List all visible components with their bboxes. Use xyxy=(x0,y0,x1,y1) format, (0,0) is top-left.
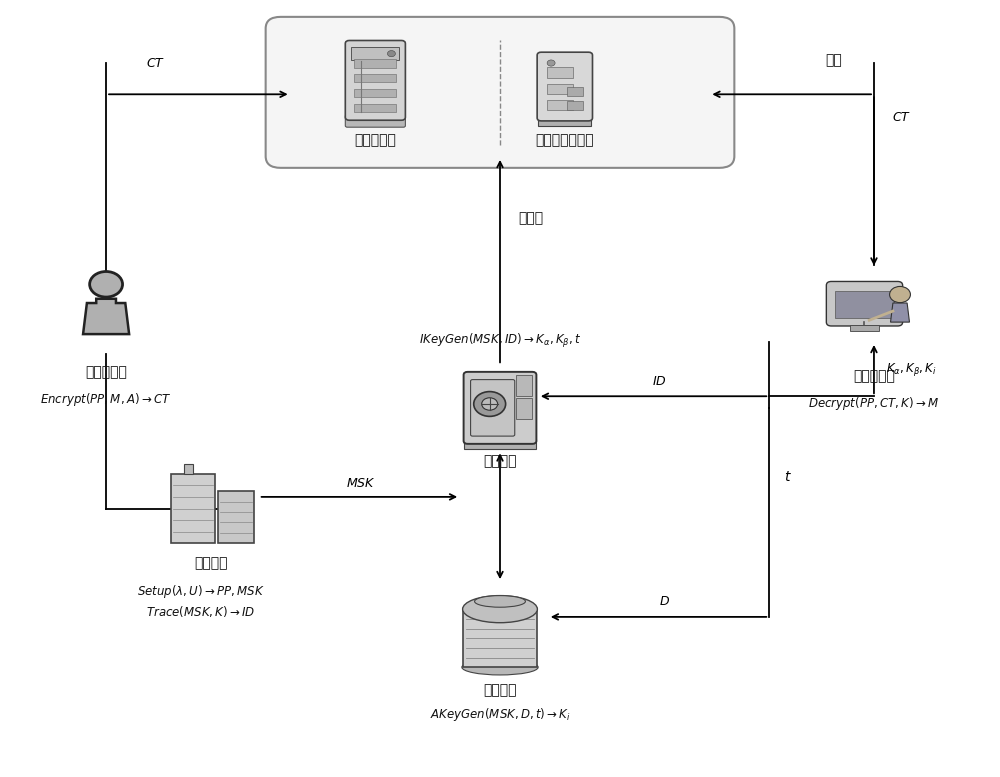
Bar xyxy=(351,47,399,60)
Bar xyxy=(547,99,573,110)
Text: $ID$: $ID$ xyxy=(652,375,667,388)
Bar xyxy=(184,465,193,474)
Text: $MSK$: $MSK$ xyxy=(346,477,375,490)
FancyBboxPatch shape xyxy=(826,281,903,326)
Circle shape xyxy=(387,51,395,57)
Text: 可信机构: 可信机构 xyxy=(194,556,228,570)
Bar xyxy=(547,84,573,94)
Text: $AKeyGen(MSK,D,t)\rightarrow K_i$: $AKeyGen(MSK,D,t)\rightarrow K_i$ xyxy=(430,706,570,723)
Bar xyxy=(567,87,583,96)
Text: $K_{\alpha},K_{\beta},K_i$: $K_{\alpha},K_{\beta},K_i$ xyxy=(886,361,937,378)
Bar xyxy=(354,60,396,68)
Bar xyxy=(516,375,532,396)
Text: $Trace(MSK,K)\rightarrow ID$: $Trace(MSK,K)\rightarrow ID$ xyxy=(146,604,256,618)
FancyBboxPatch shape xyxy=(471,380,515,436)
Text: $Decrypt(PP,CT,K)\rightarrow M$: $Decrypt(PP,CT,K)\rightarrow M$ xyxy=(808,395,940,412)
Circle shape xyxy=(547,60,555,66)
Bar xyxy=(547,68,573,78)
Text: 白名单: 白名单 xyxy=(518,211,543,225)
Polygon shape xyxy=(891,303,909,322)
Text: 身份中心: 身份中心 xyxy=(483,455,517,469)
Bar xyxy=(516,398,532,420)
Bar xyxy=(463,609,537,667)
Text: $Encrypt(PP,M,A)\rightarrow CT$: $Encrypt(PP,M,A)\rightarrow CT$ xyxy=(40,391,172,408)
Text: $Setup(\lambda,U)\rightarrow PP,MSK$: $Setup(\lambda,U)\rightarrow PP,MSK$ xyxy=(137,583,265,600)
Bar xyxy=(835,291,894,318)
Bar xyxy=(354,103,396,112)
Ellipse shape xyxy=(463,596,537,622)
Text: $IKeyGen(MSK,ID)\rightarrow K_{\alpha},K_{\beta},t$: $IKeyGen(MSK,ID)\rightarrow K_{\alpha},K… xyxy=(419,332,581,350)
FancyBboxPatch shape xyxy=(464,372,536,444)
Text: $CT$: $CT$ xyxy=(892,111,911,124)
Bar xyxy=(354,89,396,97)
Circle shape xyxy=(90,271,123,297)
Text: 数据拥有者: 数据拥有者 xyxy=(85,365,127,379)
FancyBboxPatch shape xyxy=(266,17,734,168)
Circle shape xyxy=(890,287,910,302)
Bar xyxy=(218,491,254,543)
Bar xyxy=(538,118,591,126)
Circle shape xyxy=(474,392,506,416)
Text: $CT$: $CT$ xyxy=(146,57,166,70)
Text: 标识: 标识 xyxy=(826,53,842,67)
Text: 数据服务器: 数据服务器 xyxy=(354,133,396,147)
FancyBboxPatch shape xyxy=(345,115,405,127)
Bar xyxy=(567,101,583,110)
Polygon shape xyxy=(83,299,129,334)
Text: 属性中心: 属性中心 xyxy=(483,683,517,697)
FancyBboxPatch shape xyxy=(345,40,405,120)
Bar xyxy=(171,474,215,543)
Ellipse shape xyxy=(475,596,525,607)
Ellipse shape xyxy=(462,660,538,675)
Circle shape xyxy=(482,398,498,410)
Text: $t$: $t$ xyxy=(784,470,792,484)
FancyBboxPatch shape xyxy=(537,52,592,121)
Bar xyxy=(850,325,879,331)
Bar xyxy=(464,439,536,448)
Text: $D$: $D$ xyxy=(659,595,670,608)
Bar xyxy=(354,75,396,82)
Text: 数据管理服务器: 数据管理服务器 xyxy=(536,133,594,147)
Text: 数据访问者: 数据访问者 xyxy=(853,369,895,383)
